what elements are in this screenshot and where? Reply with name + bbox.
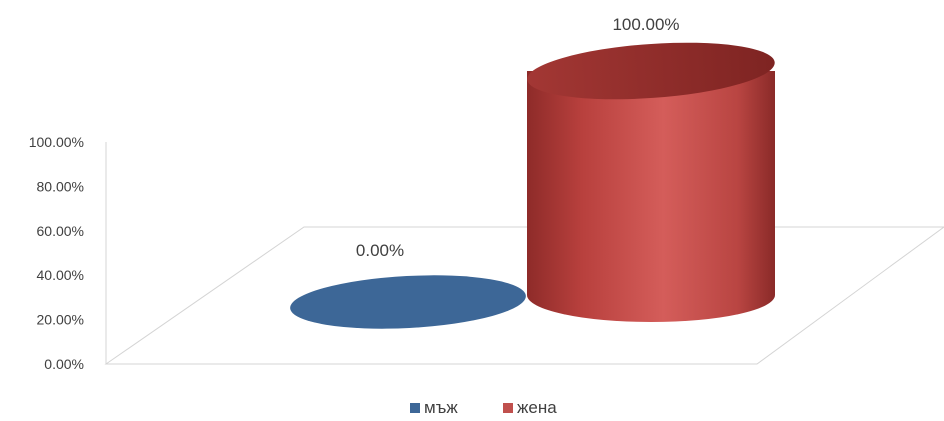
y-tick-label: 80.00% — [37, 178, 84, 194]
bar-female — [527, 42, 775, 322]
data-labels: 0.00% 100.00% — [356, 15, 680, 260]
legend-swatch — [503, 403, 513, 413]
y-axis: 0.00% 20.00% 40.00% 60.00% 80.00% 100.00% — [29, 134, 84, 372]
y-tick-label: 100.00% — [29, 134, 84, 150]
legend-swatch — [410, 403, 420, 413]
y-tick-label: 40.00% — [37, 267, 84, 283]
bar-male — [290, 275, 526, 329]
bar-cylinder-body — [527, 71, 775, 322]
legend-label: мъж — [424, 398, 458, 417]
y-tick-label: 60.00% — [37, 223, 84, 239]
floor-outline — [104, 226, 944, 365]
y-tick-label: 20.00% — [37, 312, 84, 328]
data-label: 0.00% — [356, 241, 404, 260]
bar-cylinder-top — [527, 42, 775, 100]
legend-label: жена — [517, 398, 557, 417]
plot-floor — [104, 142, 944, 365]
y-tick-label: 0.00% — [44, 356, 84, 372]
data-label: 100.00% — [612, 15, 679, 34]
legend: мъж жена — [410, 398, 557, 417]
bar-disc — [290, 275, 526, 329]
bars — [290, 42, 775, 329]
